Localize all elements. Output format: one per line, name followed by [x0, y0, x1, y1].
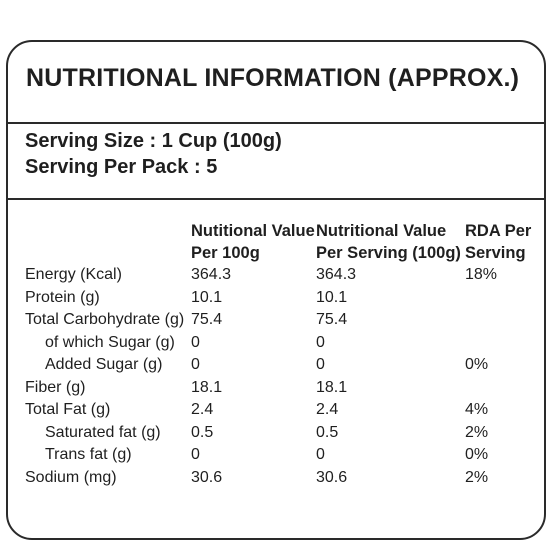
header-per-100g-line2: Per 100g	[191, 244, 260, 262]
value-rda: 0%	[465, 356, 489, 373]
nutrient-label: of which Sugar (g)	[45, 333, 175, 351]
value-per-100g: 75.4	[191, 311, 223, 328]
serving-per-pack: Serving Per Pack : 5	[25, 156, 218, 178]
value-per-100g: 2.4	[191, 401, 214, 418]
table-row: Total Carbohydrate (g) 75.4 75.4	[8, 309, 544, 332]
value-per-serving: 0	[316, 356, 325, 373]
value-per-100g: 30.6	[191, 468, 223, 486]
nutrient-label: Total Fat (g)	[25, 401, 111, 418]
header-per-serving-line2: Per Serving (100g)	[316, 244, 461, 262]
table-row: Fiber (g) 18.1 18.1	[8, 377, 544, 400]
nutrient-label: Total Carbohydrate (g)	[25, 311, 185, 328]
value-per-100g: 10.1	[191, 288, 223, 306]
value-rda: 2%	[465, 423, 489, 441]
header-rda-line2: Serving	[465, 244, 526, 262]
value-per-serving: 10.1	[316, 288, 348, 306]
nutrient-label: Saturated fat (g)	[45, 423, 161, 441]
table-row: Trans fat (g) 0 0 0%	[8, 444, 544, 467]
value-rda: 2%	[465, 468, 489, 486]
header-per-serving: Nutritional Value Per Serving (100g)	[316, 220, 461, 264]
nutrient-label: Sodium (mg)	[25, 468, 117, 486]
header-rda: RDA Per Serving	[465, 220, 531, 264]
table-row: Sodium (mg) 30.6 30.6 2%	[8, 467, 544, 490]
table-row: Saturated fat (g) 0.5 0.5 2%	[8, 422, 544, 445]
value-rda: 4%	[465, 401, 489, 418]
value-per-serving: 30.6	[316, 468, 348, 486]
panel-title: NUTRITIONAL INFORMATION (APPROX.)	[26, 64, 520, 92]
table-row: Protein (g) 10.1 10.1	[8, 287, 544, 310]
nutrient-label: Energy (Kcal)	[25, 266, 122, 283]
nutrient-label: Added Sugar (g)	[45, 356, 163, 373]
header-rda-line1: RDA Per	[465, 222, 532, 240]
value-rda: 0%	[465, 446, 489, 463]
value-per-100g: 0	[191, 446, 200, 463]
value-per-serving: 18.1	[316, 378, 348, 396]
value-per-100g: 0	[191, 356, 200, 373]
divider-top	[8, 122, 544, 124]
nutrient-label: Fiber (g)	[25, 378, 86, 396]
value-rda: 18%	[465, 266, 498, 283]
nutrient-label: Trans fat (g)	[45, 446, 132, 463]
table-row: of which Sugar (g) 0 0	[8, 332, 544, 355]
value-per-100g: 0	[191, 333, 200, 351]
header-per-100g-line1: Nutitional Value	[191, 222, 315, 240]
value-per-serving: 0	[316, 333, 325, 351]
value-per-serving: 2.4	[316, 401, 339, 418]
table-row: Total Fat (g) 2.4 2.4 4%	[8, 399, 544, 422]
value-per-serving: 0	[316, 446, 325, 463]
value-per-100g: 18.1	[191, 378, 223, 396]
table-row: Added Sugar (g) 0 0 0%	[8, 354, 544, 377]
nutrition-panel: NUTRITIONAL INFORMATION (APPROX.) Servin…	[6, 40, 546, 540]
value-per-100g: 364.3	[191, 266, 232, 283]
value-per-serving: 0.5	[316, 423, 339, 441]
table-row: Energy (Kcal) 364.3 364.3 18%	[8, 264, 544, 287]
header-per-serving-line1: Nutritional Value	[316, 222, 447, 240]
value-per-serving: 364.3	[316, 266, 357, 283]
nutrient-label: Protein (g)	[25, 288, 100, 306]
header-per-100g: Nutitional Value Per 100g	[191, 220, 315, 264]
divider-middle	[8, 198, 544, 200]
value-per-100g: 0.5	[191, 423, 214, 441]
value-per-serving: 75.4	[316, 311, 348, 328]
serving-size: Serving Size : 1 Cup (100g)	[25, 130, 282, 152]
